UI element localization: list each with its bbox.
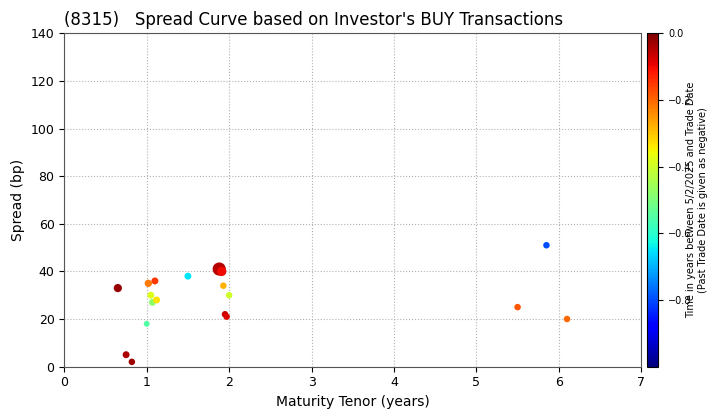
Text: (8315)   Spread Curve based on Investor's BUY Transactions: (8315) Spread Curve based on Investor's … xyxy=(64,11,563,29)
Point xyxy=(182,273,194,280)
Point xyxy=(217,282,229,289)
X-axis label: Maturity Tenor (years): Maturity Tenor (years) xyxy=(276,395,430,409)
Point xyxy=(112,285,124,291)
Point xyxy=(223,292,235,299)
Point xyxy=(512,304,523,310)
Point xyxy=(562,316,573,323)
Y-axis label: Time in years between 5/2/2025 and Trade Date
(Past Trade Date is given as negat: Time in years between 5/2/2025 and Trade… xyxy=(686,82,708,318)
Point xyxy=(149,278,161,284)
Point xyxy=(141,320,153,327)
Point xyxy=(216,268,228,275)
Point xyxy=(120,352,132,358)
Point xyxy=(541,242,552,249)
Point xyxy=(150,297,162,303)
Point xyxy=(221,313,233,320)
Point xyxy=(143,280,154,287)
Point xyxy=(126,359,138,365)
Point xyxy=(219,311,230,318)
Y-axis label: Spread (bp): Spread (bp) xyxy=(11,159,25,241)
Point xyxy=(147,299,158,306)
Point xyxy=(213,266,225,273)
Point xyxy=(145,292,156,299)
